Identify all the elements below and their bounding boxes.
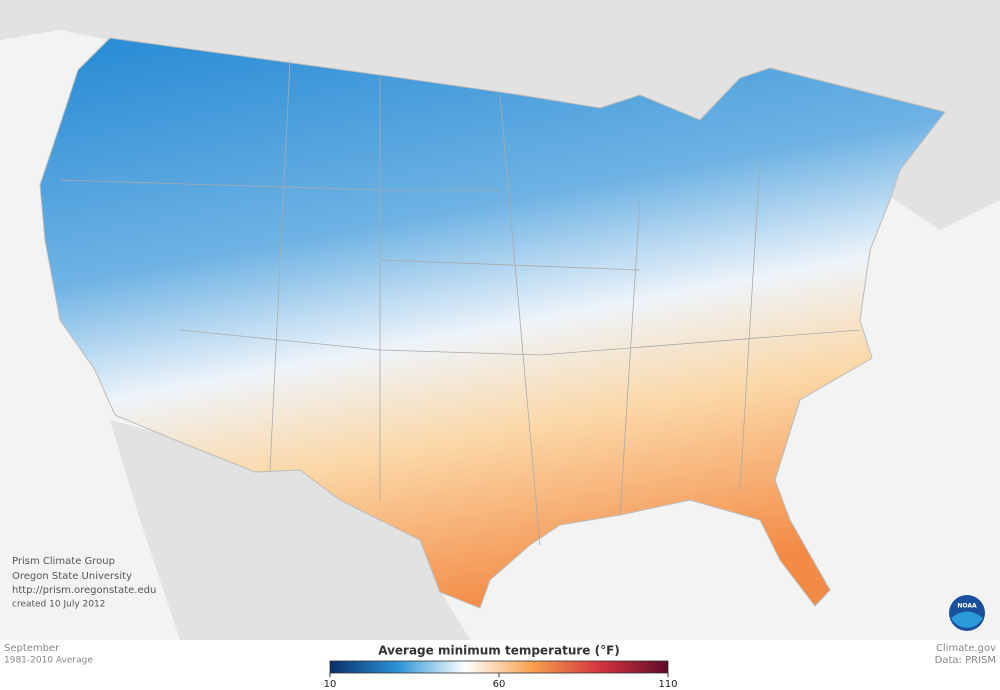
period-average: 1981-2010 Average [4,656,93,666]
colorbar-tick-label: 10 [324,679,337,690]
credit-line: Oregon State University [12,571,132,582]
colorbar [329,660,669,674]
noaa-logo: NOAA [949,595,985,631]
credit-line: Prism Climate Group [12,556,115,567]
period-month: September [4,643,60,654]
colorbar-tick-label: 60 [493,679,506,690]
credit-line: created 10 July 2012 [12,600,105,610]
credit-line: http://prism.oregonstate.edu [12,585,156,596]
mexico-land [110,420,470,640]
legend-title: Average minimum temperature (°F) [378,644,620,658]
state-borders [59,59,861,546]
source-data: Data: PRISM [935,655,996,666]
logo-text: NOAA [957,603,977,610]
colorbar-tick-label: 110 [658,679,677,690]
conus-temperature [39,37,946,609]
source-site: Climate.gov [936,643,996,654]
